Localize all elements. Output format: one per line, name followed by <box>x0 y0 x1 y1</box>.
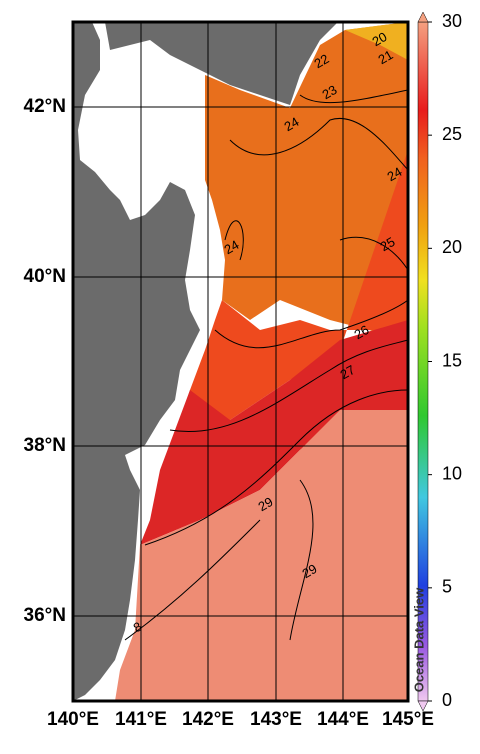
contour-line <box>124 89 408 641</box>
ocean-field-red <box>140 320 408 545</box>
ocean-field-orange <box>205 22 408 340</box>
ocean-field-yellow <box>345 22 408 60</box>
colorbar-label: 25 <box>442 124 462 144</box>
y-axis-label: 38°N <box>24 435 66 456</box>
x-axis-label: 140°E <box>47 709 99 730</box>
contour-label: 22 <box>311 51 331 71</box>
contour-label: 24 <box>281 114 301 134</box>
x-axis-label: 141°E <box>115 709 167 730</box>
contour-label: 29 <box>299 561 319 581</box>
contour-label: 20 <box>369 29 389 49</box>
y-axis-label: 40°N <box>24 266 66 287</box>
land-hokkaido <box>105 22 338 105</box>
y-axis-label: 42°N <box>24 96 66 117</box>
colorbar-bottom-arrow <box>417 700 429 712</box>
x-axis-label: 142°E <box>182 709 234 730</box>
map-frame <box>71 20 410 703</box>
colorbar-label: 20 <box>442 237 462 257</box>
contour-label: 26 <box>351 322 371 342</box>
ocean-field-redorange <box>180 150 408 420</box>
axis-labels: 140°E 141°E 142°E 143°E 144°E 145°E 42°N 40°N 38… <box>24 11 462 730</box>
colorbar-label: 0 <box>442 690 452 710</box>
contour-label: 24 <box>384 164 404 184</box>
colorbar-label: 15 <box>442 350 462 370</box>
ocean-field-salmon <box>115 410 408 701</box>
colorbar-label: 5 <box>442 577 452 597</box>
graticule <box>73 22 408 701</box>
land-honshu <box>73 22 200 701</box>
x-axis-label: 145°E <box>382 709 434 730</box>
colorbar-top-arrow <box>417 11 429 23</box>
contour-label: 25 <box>377 234 397 254</box>
contour-label: 23 <box>319 82 339 102</box>
contour-label: 29 <box>255 494 275 514</box>
x-axis-label: 143°E <box>250 709 302 730</box>
watermark: Ocean Data View <box>411 587 426 692</box>
colorbar-label: 10 <box>442 463 462 483</box>
contour-label: 24 <box>221 237 241 257</box>
colorbar-label: 30 <box>442 11 462 31</box>
contour-label: 21 <box>375 47 395 67</box>
x-axis-label: 144°E <box>317 709 369 730</box>
contour-label: 27 <box>337 362 357 382</box>
y-axis-label: 36°N <box>24 605 66 626</box>
